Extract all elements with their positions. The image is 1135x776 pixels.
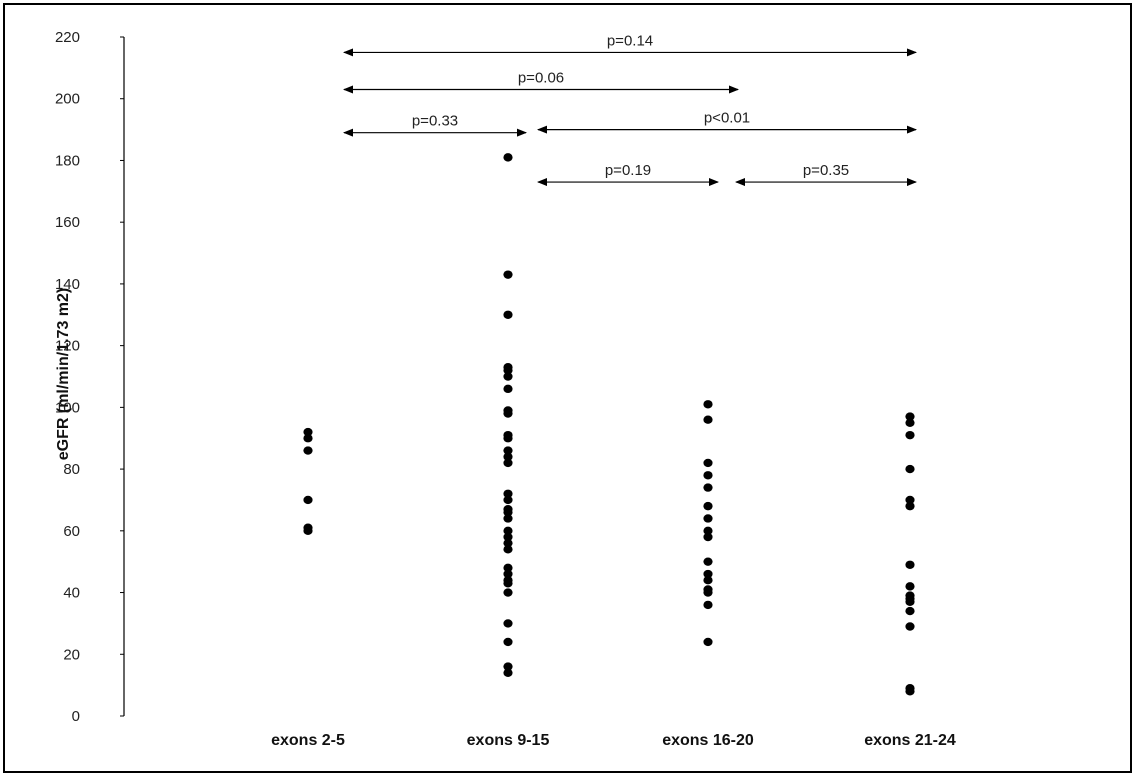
data-point bbox=[703, 514, 713, 523]
data-point bbox=[905, 495, 915, 505]
data-point bbox=[905, 418, 915, 427]
data-point bbox=[503, 446, 513, 455]
data-point bbox=[303, 427, 313, 437]
data-point bbox=[905, 582, 915, 591]
data-point bbox=[503, 310, 513, 319]
p-value-label: p=0.14 bbox=[607, 32, 653, 49]
data-point bbox=[905, 606, 915, 616]
data-point bbox=[703, 588, 713, 597]
data-point bbox=[703, 569, 713, 579]
y-tick-label: 180 bbox=[55, 152, 80, 169]
x-category-label: exons 21-24 bbox=[864, 732, 956, 749]
y-tick-labels: 0 20 40 60 80 100 120 140 160 180 200 220 bbox=[55, 29, 124, 725]
data-point bbox=[503, 489, 513, 498]
comparison-arrows: p=0.14 p=0.06 p=0.33 p<0.01 p=0.19 p=0.35 bbox=[343, 32, 917, 187]
data-point bbox=[905, 464, 915, 474]
y-tick-label: 120 bbox=[55, 338, 80, 355]
data-point bbox=[703, 483, 713, 492]
data-point bbox=[703, 532, 713, 542]
data-point bbox=[503, 153, 513, 162]
p-value-label: p=0.35 bbox=[803, 162, 849, 179]
data-point bbox=[503, 532, 513, 542]
data-point bbox=[503, 668, 513, 677]
data-point bbox=[703, 415, 713, 424]
data-point bbox=[905, 501, 915, 511]
data-point bbox=[503, 514, 513, 523]
data-point bbox=[503, 270, 513, 279]
data-point bbox=[503, 458, 513, 468]
data-point bbox=[503, 366, 513, 375]
x-category-label: exons 9-15 bbox=[467, 732, 550, 749]
data-point bbox=[303, 526, 313, 536]
y-tick-label: 220 bbox=[55, 29, 80, 46]
data-point bbox=[703, 557, 713, 566]
y-tick-label: 60 bbox=[63, 523, 80, 540]
x-category-label: exons 16-20 bbox=[662, 732, 754, 749]
data-point bbox=[503, 563, 513, 573]
y-tick-label: 40 bbox=[63, 585, 80, 602]
y-tick-label: 100 bbox=[55, 399, 80, 416]
data-point bbox=[703, 458, 713, 468]
p-value-label: p=0.33 bbox=[412, 113, 458, 130]
y-axis-label: eGFR (ml/min/1.73 m2) bbox=[55, 288, 72, 461]
data-point bbox=[703, 637, 713, 647]
data-point bbox=[503, 662, 513, 671]
data-point bbox=[703, 400, 713, 409]
data-point bbox=[303, 434, 313, 443]
data-point bbox=[703, 600, 713, 610]
data-point bbox=[503, 526, 513, 536]
x-category-labels: exons 2-5 exons 9-15 exons 16-20 exons 21-2… bbox=[271, 732, 956, 749]
data-point bbox=[703, 501, 713, 511]
data-point bbox=[503, 579, 513, 588]
data-point bbox=[503, 545, 513, 554]
data-point bbox=[303, 495, 313, 505]
data-point bbox=[703, 576, 713, 585]
data-point bbox=[703, 471, 713, 480]
y-tick-label: 160 bbox=[55, 214, 80, 231]
y-tick-label: 20 bbox=[63, 646, 80, 663]
p-value-label: p=0.19 bbox=[605, 162, 651, 179]
data-point bbox=[905, 597, 915, 607]
data-points bbox=[303, 153, 915, 696]
data-point bbox=[905, 560, 915, 569]
data-point bbox=[905, 687, 915, 696]
data-point bbox=[503, 538, 513, 548]
outer-border bbox=[3, 3, 1132, 773]
x-category-label: exons 2-5 bbox=[271, 732, 345, 749]
y-tick-label: 80 bbox=[63, 461, 80, 478]
data-point bbox=[503, 409, 513, 418]
y-tick-label: 140 bbox=[55, 276, 80, 293]
data-point bbox=[303, 446, 313, 455]
data-point bbox=[503, 508, 513, 517]
p-value-label: p<0.01 bbox=[704, 110, 750, 127]
data-point bbox=[905, 430, 915, 440]
data-point bbox=[503, 495, 513, 505]
data-point bbox=[503, 569, 513, 579]
data-point bbox=[503, 372, 513, 381]
data-point bbox=[905, 412, 915, 421]
data-point bbox=[905, 622, 915, 631]
y-tick-label: 200 bbox=[55, 91, 80, 108]
y-tick-label: 0 bbox=[72, 708, 80, 725]
data-point bbox=[503, 384, 513, 394]
p-value-label: p=0.06 bbox=[518, 69, 564, 86]
data-point bbox=[503, 619, 513, 628]
data-point bbox=[503, 434, 513, 443]
data-point bbox=[703, 526, 713, 536]
data-point bbox=[503, 588, 513, 597]
data-point bbox=[503, 452, 513, 461]
data-point bbox=[503, 637, 513, 647]
